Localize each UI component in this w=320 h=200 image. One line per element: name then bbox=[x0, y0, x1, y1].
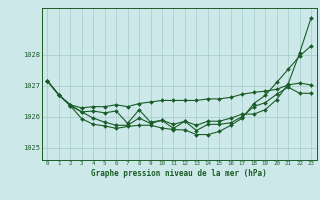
X-axis label: Graphe pression niveau de la mer (hPa): Graphe pression niveau de la mer (hPa) bbox=[91, 169, 267, 178]
